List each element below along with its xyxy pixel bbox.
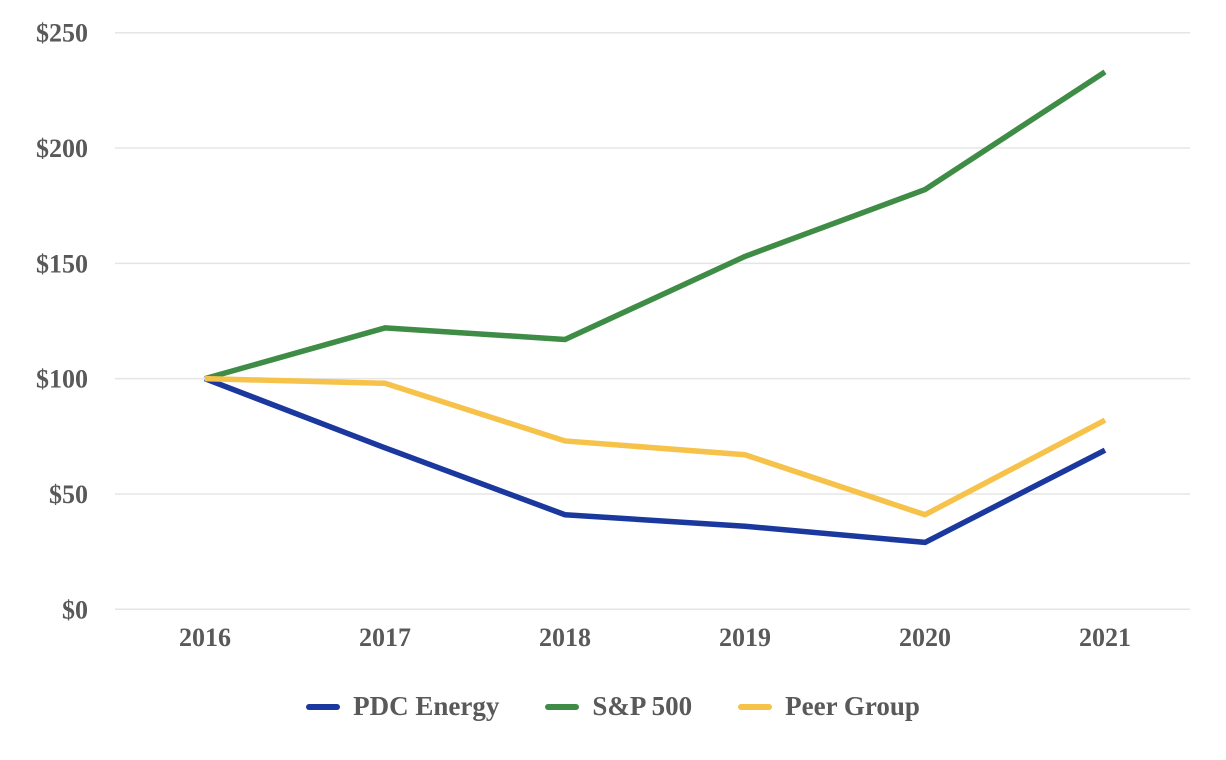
x-axis-tick-label: 2019 bbox=[719, 623, 771, 652]
legend-item-label: S&P 500 bbox=[592, 691, 693, 721]
y-axis-tick-label: $0 bbox=[62, 595, 88, 624]
y-axis-tick-label: $50 bbox=[49, 480, 88, 509]
x-axis-tick-label: 2017 bbox=[359, 623, 411, 652]
y-axis-tick-label: $100 bbox=[36, 365, 88, 394]
legend-item-label: PDC Energy bbox=[353, 691, 500, 721]
y-axis-tick-label: $150 bbox=[36, 249, 88, 278]
x-axis-tick-label: 2020 bbox=[899, 623, 951, 652]
series-line-pdc-energy bbox=[204, 376, 1107, 546]
legend-swatch-icon bbox=[306, 703, 341, 710]
x-axis-tick-label: 2016 bbox=[179, 623, 231, 652]
legend-swatch-icon bbox=[545, 703, 580, 710]
legend-item-peer-group: Peer Group bbox=[738, 693, 920, 720]
y-axis-tick-label: $200 bbox=[36, 134, 88, 163]
x-axis-tick-label: 2018 bbox=[539, 623, 591, 652]
y-axis-tick-label: $250 bbox=[36, 19, 88, 48]
legend-item-pdc-energy: PDC Energy bbox=[306, 693, 499, 720]
legend-swatch-icon bbox=[738, 703, 773, 710]
x-axis-tick-label: 2021 bbox=[1079, 623, 1131, 652]
legend-item-s-p-500: S&P 500 bbox=[545, 693, 692, 720]
legend: PDC Energy S&P 500 Peer Group bbox=[0, 693, 1226, 720]
legend-item-label: Peer Group bbox=[785, 691, 920, 721]
series-line-peer-group bbox=[204, 375, 1107, 518]
series-line-s-p-500 bbox=[204, 69, 1107, 382]
